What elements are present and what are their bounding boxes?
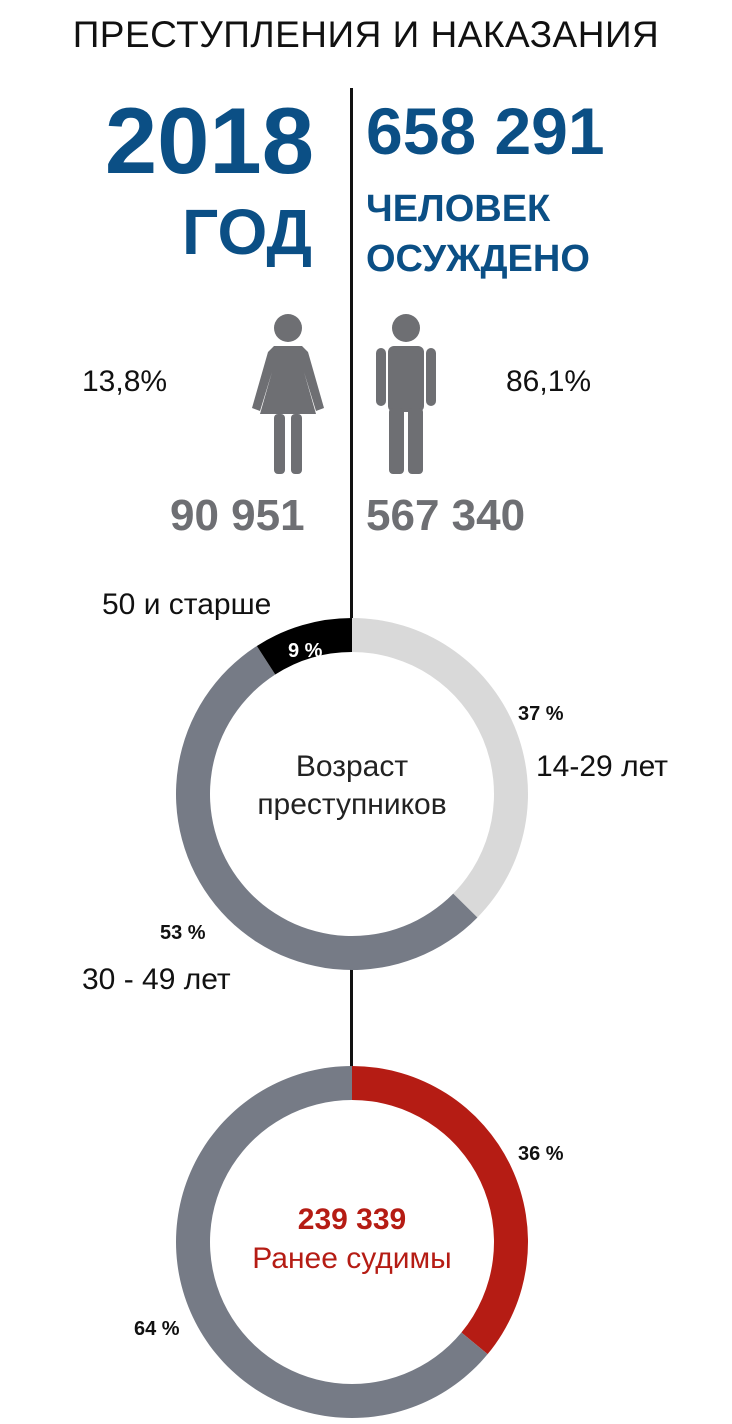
age-segment-name-30-49: 30 - 49 лет	[82, 963, 231, 996]
age-segment-label-30-49: 53 %	[160, 922, 206, 944]
prior-segment-label-gray: 64 %	[134, 1318, 180, 1340]
age-segment-name-50plus: 50 и старше	[102, 588, 272, 621]
prior-segment-1	[175, 1066, 488, 1418]
age-segment-label-14-29: 37 %	[518, 703, 564, 725]
age-center-line2: преступников	[257, 787, 447, 821]
women-percent: 13,8%	[82, 365, 168, 398]
age-segment-1	[176, 645, 478, 970]
page-title: ПРЕСТУПЛЕНИЯ И НАКАЗАНИЯ	[72, 14, 660, 55]
total-label-line2: ОСУЖДЕНО	[366, 238, 590, 280]
men-percent: 86,1%	[506, 365, 592, 398]
age-segment-0	[352, 618, 529, 918]
prior-segment-label-red: 36 %	[518, 1143, 564, 1165]
prior-label: Ранее судимы	[252, 1242, 452, 1275]
age-donut-center: Возраст преступников	[202, 748, 502, 823]
age-center-line1: Возраст	[295, 750, 409, 783]
year-value: 2018	[104, 88, 314, 193]
women-count: 90 951	[170, 491, 305, 540]
vertical-divider-mid	[350, 968, 353, 1068]
men-count: 567 340	[366, 491, 526, 540]
vertical-divider-top	[350, 88, 353, 618]
age-donut-chart	[176, 618, 529, 970]
total-label-line1: ЧЕЛОВЕК	[366, 188, 551, 230]
age-segment-label-50plus: 9 %	[288, 640, 323, 662]
prior-conviction-donut-chart	[175, 1066, 528, 1418]
age-segment-name-14-29: 14-29 лет	[536, 750, 668, 783]
age-segment-2	[256, 618, 352, 675]
total-convicted: 658 291	[366, 94, 605, 168]
male-icon	[374, 312, 438, 477]
prior-count: 239 339	[297, 1203, 407, 1236]
female-icon	[248, 312, 328, 477]
prior-donut-center: 239 339 Ранее судимы	[202, 1200, 502, 1278]
year-label: ГОД	[182, 196, 312, 268]
prior-segment-0	[352, 1066, 528, 1355]
